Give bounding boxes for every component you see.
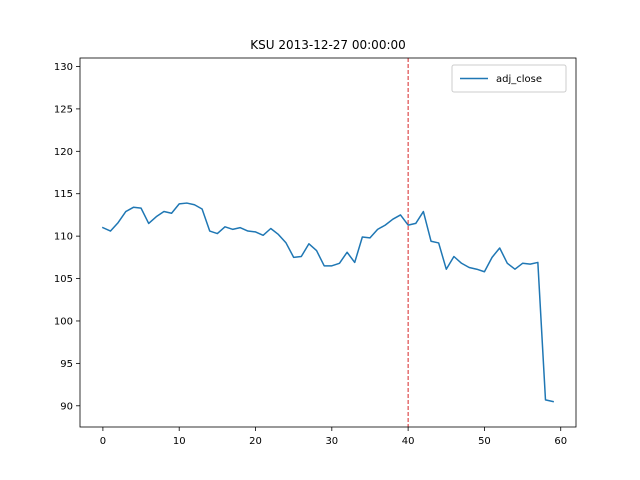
x-tick-label: 30 (325, 436, 338, 447)
y-tick-label: 120 (54, 147, 73, 158)
x-tick-label: 20 (249, 436, 262, 447)
legend-box (451, 64, 567, 93)
plot-frame (79, 57, 577, 428)
legend-label: adj_close (496, 74, 542, 85)
y-tick-label: 125 (54, 104, 73, 115)
x-tick-label: 60 (554, 436, 567, 447)
y-tick-label: 105 (54, 274, 73, 285)
chart-title: KSU 2013-12-27 00:00:00 (250, 38, 406, 52)
axes: 0 10 20 30 40 50 60 90 95 100 105 110 115 120 125 130 (54, 57, 577, 447)
x-tick-label: 10 (173, 436, 186, 447)
series-line-adj_close (101, 202, 555, 403)
legend: adj_close (451, 64, 567, 93)
y-tick-label: 100 (54, 316, 73, 327)
x-tick-label: 50 (478, 436, 491, 447)
y-tick-label: 110 (54, 232, 73, 243)
y-tick-label: 90 (60, 401, 73, 412)
plot-area (101, 58, 555, 427)
y-tick-label: 115 (54, 189, 73, 200)
x-tick-label: 0 (100, 436, 106, 447)
y-tick-label: 130 (54, 62, 73, 73)
x-tick-label: 40 (402, 436, 415, 447)
y-tick-label: 95 (60, 359, 73, 370)
